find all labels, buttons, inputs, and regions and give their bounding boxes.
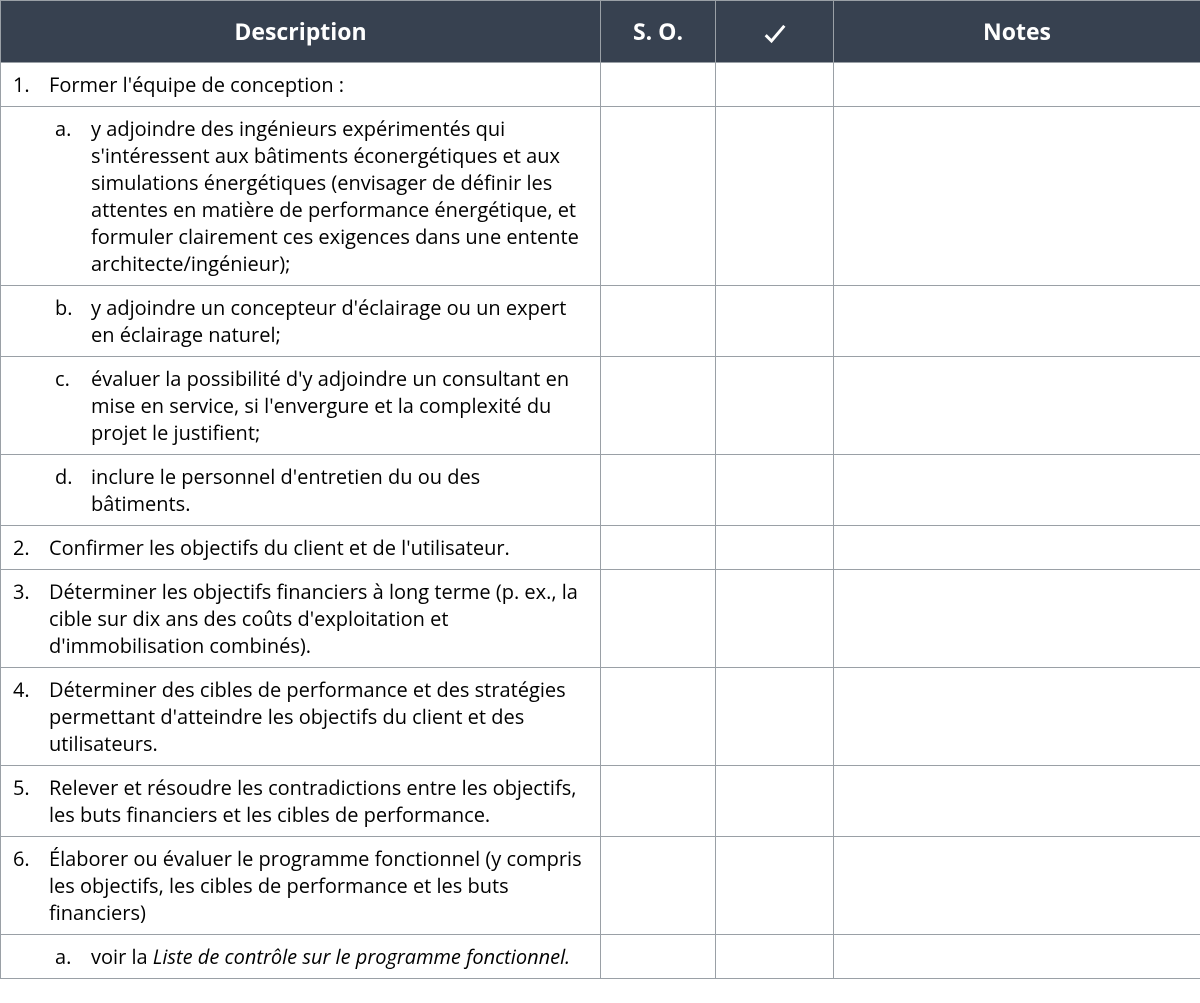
check-cell[interactable] bbox=[716, 836, 834, 934]
notes-cell[interactable] bbox=[834, 62, 1200, 106]
checklist-table: Description S. O. Notes 1.Former l'équip… bbox=[0, 0, 1200, 979]
table-row: 2.Confirmer les objectifs du client et d… bbox=[1, 525, 1200, 569]
notes-cell[interactable] bbox=[834, 667, 1200, 765]
item-text: Déterminer les objectifs financiers à lo… bbox=[49, 578, 590, 659]
so-cell[interactable] bbox=[601, 934, 716, 978]
header-description: Description bbox=[1, 1, 601, 63]
subitem-text: évaluer la possibilité d'y adjoindre un … bbox=[91, 365, 590, 446]
description-cell: b.y adjoindre un concepteur d'éclairage … bbox=[1, 285, 601, 356]
table-body: 1.Former l'équipe de conception :a.y adj… bbox=[1, 62, 1200, 978]
header-so: S. O. bbox=[601, 1, 716, 63]
check-cell[interactable] bbox=[716, 765, 834, 836]
subitem-marker: b. bbox=[55, 294, 91, 321]
item-text: Relever et résoudre les contradictions e… bbox=[49, 774, 590, 828]
subitem-text: inclure le personnel d'entretien du ou d… bbox=[91, 463, 590, 517]
notes-cell[interactable] bbox=[834, 106, 1200, 285]
check-cell[interactable] bbox=[716, 934, 834, 978]
check-cell[interactable] bbox=[716, 285, 834, 356]
notes-cell[interactable] bbox=[834, 765, 1200, 836]
notes-cell[interactable] bbox=[834, 285, 1200, 356]
notes-cell[interactable] bbox=[834, 454, 1200, 525]
so-cell[interactable] bbox=[601, 454, 716, 525]
checkmark-icon bbox=[761, 20, 789, 48]
so-cell[interactable] bbox=[601, 836, 716, 934]
header-notes: Notes bbox=[834, 1, 1200, 63]
subitem-marker: c. bbox=[55, 365, 91, 392]
item-marker: 4. bbox=[11, 676, 49, 703]
so-cell[interactable] bbox=[601, 569, 716, 667]
so-cell[interactable] bbox=[601, 765, 716, 836]
check-cell[interactable] bbox=[716, 106, 834, 285]
table-row: c.évaluer la possibilité d'y adjoindre u… bbox=[1, 356, 1200, 454]
header-check bbox=[716, 1, 834, 63]
so-cell[interactable] bbox=[601, 285, 716, 356]
item-text: Former l'équipe de conception : bbox=[49, 71, 590, 98]
so-cell[interactable] bbox=[601, 62, 716, 106]
item-text: Élaborer ou évaluer le programme fonctio… bbox=[49, 845, 590, 926]
description-cell: a.voir la Liste de contrôle sur le progr… bbox=[1, 934, 601, 978]
table-row: 1.Former l'équipe de conception : bbox=[1, 62, 1200, 106]
item-marker: 5. bbox=[11, 774, 49, 801]
so-cell[interactable] bbox=[601, 356, 716, 454]
subitem-text: y adjoindre des ingénieurs expérimentés … bbox=[91, 115, 590, 277]
check-cell[interactable] bbox=[716, 569, 834, 667]
description-cell: 3.Déterminer les objectifs financiers à … bbox=[1, 569, 601, 667]
item-text: Déterminer des cibles de performance et … bbox=[49, 676, 590, 757]
table-row: 5.Relever et résoudre les contradictions… bbox=[1, 765, 1200, 836]
item-marker: 3. bbox=[11, 578, 49, 605]
subitem-text: voir la Liste de contrôle sur le program… bbox=[91, 943, 590, 970]
subitem-marker: d. bbox=[55, 463, 91, 490]
notes-cell[interactable] bbox=[834, 934, 1200, 978]
table-row: 6.Élaborer ou évaluer le programme fonct… bbox=[1, 836, 1200, 934]
table-row: b.y adjoindre un concepteur d'éclairage … bbox=[1, 285, 1200, 356]
check-cell[interactable] bbox=[716, 62, 834, 106]
description-cell: 5.Relever et résoudre les contradictions… bbox=[1, 765, 601, 836]
table-row: 4.Déterminer des cibles de performance e… bbox=[1, 667, 1200, 765]
table-header-row: Description S. O. Notes bbox=[1, 1, 1200, 63]
check-cell[interactable] bbox=[716, 667, 834, 765]
table-row: a.voir la Liste de contrôle sur le progr… bbox=[1, 934, 1200, 978]
notes-cell[interactable] bbox=[834, 356, 1200, 454]
notes-cell[interactable] bbox=[834, 569, 1200, 667]
description-cell: 1.Former l'équipe de conception : bbox=[1, 62, 601, 106]
item-marker: 2. bbox=[11, 534, 49, 561]
description-cell: 4.Déterminer des cibles de performance e… bbox=[1, 667, 601, 765]
subitem-text: y adjoindre un concepteur d'éclairage ou… bbox=[91, 294, 590, 348]
so-cell[interactable] bbox=[601, 106, 716, 285]
description-cell: a.y adjoindre des ingénieurs expérimenté… bbox=[1, 106, 601, 285]
notes-cell[interactable] bbox=[834, 525, 1200, 569]
table-row: 3.Déterminer les objectifs financiers à … bbox=[1, 569, 1200, 667]
item-text: Confirmer les objectifs du client et de … bbox=[49, 534, 590, 561]
table-row: a.y adjoindre des ingénieurs expérimenté… bbox=[1, 106, 1200, 285]
check-cell[interactable] bbox=[716, 454, 834, 525]
item-marker: 1. bbox=[11, 71, 49, 98]
description-cell: 2.Confirmer les objectifs du client et d… bbox=[1, 525, 601, 569]
subitem-marker: a. bbox=[55, 943, 91, 970]
notes-cell[interactable] bbox=[834, 836, 1200, 934]
subitem-marker: a. bbox=[55, 115, 91, 142]
description-cell: c.évaluer la possibilité d'y adjoindre u… bbox=[1, 356, 601, 454]
check-cell[interactable] bbox=[716, 356, 834, 454]
description-cell: d.inclure le personnel d'entretien du ou… bbox=[1, 454, 601, 525]
so-cell[interactable] bbox=[601, 667, 716, 765]
item-marker: 6. bbox=[11, 845, 49, 872]
table-row: d.inclure le personnel d'entretien du ou… bbox=[1, 454, 1200, 525]
so-cell[interactable] bbox=[601, 525, 716, 569]
check-cell[interactable] bbox=[716, 525, 834, 569]
description-cell: 6.Élaborer ou évaluer le programme fonct… bbox=[1, 836, 601, 934]
